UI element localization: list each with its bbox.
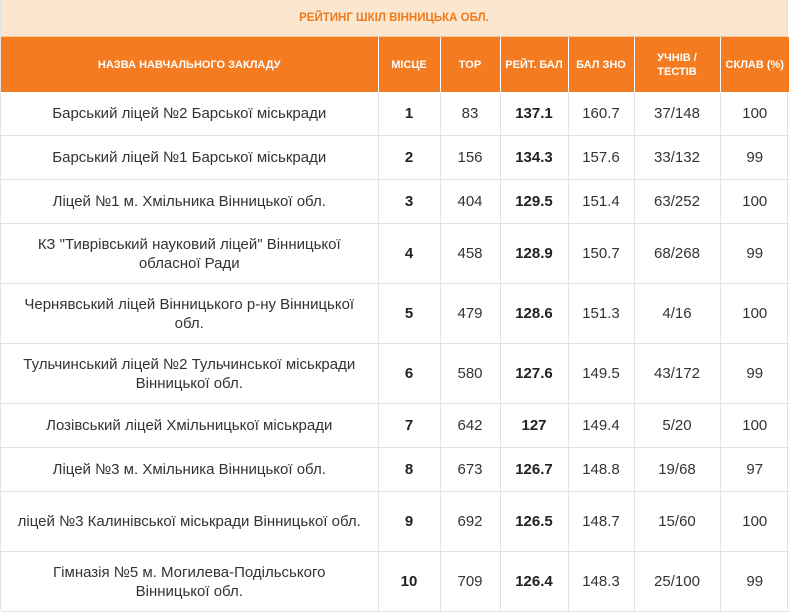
students-cell: 19/68	[634, 447, 721, 492]
passed-cell: 99	[720, 343, 789, 404]
passed-cell: 100	[720, 92, 789, 136]
rating-cell: 128.6	[500, 283, 569, 344]
column-header-passed[interactable]: СКЛАВ (%)	[720, 37, 789, 92]
students-cell: 5/20	[634, 403, 721, 448]
passed-cell: 100	[720, 179, 789, 224]
zno-cell: 157.6	[568, 135, 635, 180]
table-row: Ліцей №3 м. Хмільника Вінницької обл. 8 …	[1, 447, 789, 492]
zno-cell: 151.4	[568, 179, 635, 224]
top-cell: 642	[440, 403, 501, 448]
rating-cell: 127	[500, 403, 569, 448]
students-cell: 68/268	[634, 223, 721, 284]
column-header-name[interactable]: НАЗВА НАВЧАЛЬНОГО ЗАКЛАДУ	[1, 37, 379, 92]
table-row: ліцей №3 Калинівської міськради Вінницьк…	[1, 491, 789, 552]
students-cell: 15/60	[634, 491, 721, 552]
top-cell: 709	[440, 551, 501, 612]
zno-cell: 149.5	[568, 343, 635, 404]
column-header-zno[interactable]: БАЛ ЗНО	[568, 37, 635, 92]
school-name: Ліцей №1 м. Хмільника Вінницької обл.	[1, 179, 379, 224]
column-header-top[interactable]: TOP	[440, 37, 501, 92]
top-cell: 83	[440, 92, 501, 136]
table-row: Чернявський ліцей Вінницького р-ну Вінни…	[1, 283, 789, 344]
zno-cell: 148.8	[568, 447, 635, 492]
school-name: КЗ "Тиврівський науковий ліцей" Вінницьк…	[1, 223, 379, 284]
zno-cell: 160.7	[568, 92, 635, 136]
rating-cell: 128.9	[500, 223, 569, 284]
rating-cell: 137.1	[500, 92, 569, 136]
school-ranking-table: НАЗВА НАВЧАЛЬНОГО ЗАКЛАДУ МІСЦЕ TOP РЕЙТ…	[1, 37, 789, 612]
top-cell: 458	[440, 223, 501, 284]
students-cell: 37/148	[634, 92, 721, 136]
top-cell: 404	[440, 179, 501, 224]
students-cell: 63/252	[634, 179, 721, 224]
place-cell: 8	[378, 447, 441, 492]
rating-cell: 126.4	[500, 551, 569, 612]
school-name: Лозівський ліцей Хмільницької міськради	[1, 403, 379, 448]
passed-cell: 99	[720, 223, 789, 284]
table-row: КЗ "Тиврівський науковий ліцей" Вінницьк…	[1, 223, 789, 284]
column-header-place[interactable]: МІСЦЕ	[378, 37, 441, 92]
passed-cell: 100	[720, 403, 789, 448]
zno-cell: 151.3	[568, 283, 635, 344]
place-cell: 7	[378, 403, 441, 448]
zno-cell: 148.3	[568, 551, 635, 612]
passed-cell: 97	[720, 447, 789, 492]
top-cell: 692	[440, 491, 501, 552]
place-cell: 10	[378, 551, 441, 612]
rating-cell: 134.3	[500, 135, 569, 180]
rating-cell: 129.5	[500, 179, 569, 224]
place-cell: 9	[378, 491, 441, 552]
passed-cell: 99	[720, 135, 789, 180]
top-cell: 479	[440, 283, 501, 344]
place-cell: 3	[378, 179, 441, 224]
table-row: Гімназія №5 м. Могилева-Подільського Він…	[1, 551, 789, 612]
students-cell: 4/16	[634, 283, 721, 344]
zno-cell: 150.7	[568, 223, 635, 284]
school-name: Барський ліцей №1 Барської міськради	[1, 135, 379, 180]
table-caption: РЕЙТИНГ ШКІЛ ВІННИЦЬКА ОБЛ.	[1, 0, 787, 37]
zno-cell: 149.4	[568, 403, 635, 448]
table-row: Ліцей №1 м. Хмільника Вінницької обл. 3 …	[1, 179, 789, 224]
passed-cell: 100	[720, 283, 789, 344]
place-cell: 2	[378, 135, 441, 180]
school-name: Барський ліцей №2 Барської міськради	[1, 92, 379, 136]
table-row: Барський ліцей №1 Барської міськради 2 1…	[1, 135, 789, 180]
top-cell: 156	[440, 135, 501, 180]
zno-cell: 148.7	[568, 491, 635, 552]
table-row: Тульчинський ліцей №2 Тульчинської міськ…	[1, 343, 789, 404]
passed-cell: 99	[720, 551, 789, 612]
table-row: Лозівський ліцей Хмільницької міськради …	[1, 403, 789, 448]
school-name: ліцей №3 Калинівської міськради Вінницьк…	[1, 491, 379, 552]
students-cell: 25/100	[634, 551, 721, 612]
school-name: Тульчинський ліцей №2 Тульчинської міськ…	[1, 343, 379, 404]
table-row: Барський ліцей №2 Барської міськради 1 8…	[1, 92, 789, 136]
place-cell: 6	[378, 343, 441, 404]
school-name: Ліцей №3 м. Хмільника Вінницької обл.	[1, 447, 379, 492]
rating-cell: 127.6	[500, 343, 569, 404]
students-cell: 43/172	[634, 343, 721, 404]
place-cell: 1	[378, 92, 441, 136]
column-header-students[interactable]: УЧНІВ / ТЕСТІВ	[634, 37, 721, 92]
rating-cell: 126.7	[500, 447, 569, 492]
rating-cell: 126.5	[500, 491, 569, 552]
school-name: Чернявський ліцей Вінницького р-ну Вінни…	[1, 283, 379, 344]
students-cell: 33/132	[634, 135, 721, 180]
top-cell: 673	[440, 447, 501, 492]
column-header-rating[interactable]: РЕЙТ. БАЛ	[500, 37, 569, 92]
place-cell: 4	[378, 223, 441, 284]
place-cell: 5	[378, 283, 441, 344]
header-row: НАЗВА НАВЧАЛЬНОГО ЗАКЛАДУ МІСЦЕ TOP РЕЙТ…	[1, 37, 789, 92]
school-name: Гімназія №5 м. Могилева-Подільського Він…	[1, 551, 379, 612]
passed-cell: 100	[720, 491, 789, 552]
top-cell: 580	[440, 343, 501, 404]
